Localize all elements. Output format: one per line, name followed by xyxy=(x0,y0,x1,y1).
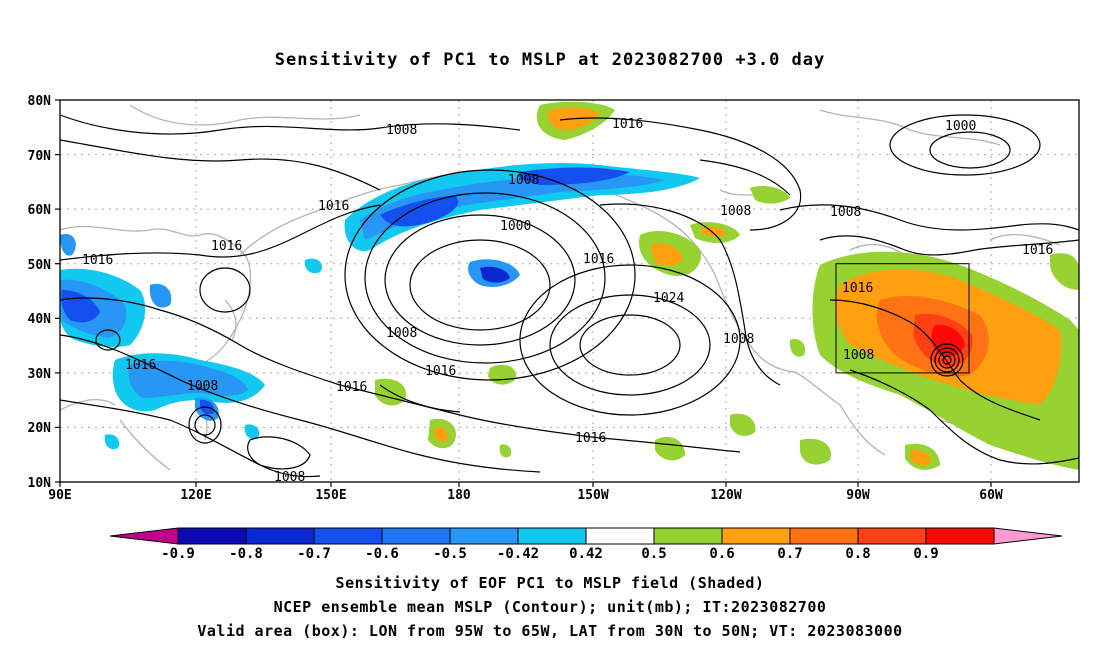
valid-area-box xyxy=(835,263,970,374)
colorbar-segment xyxy=(313,527,383,545)
contour-label: 1008 xyxy=(830,205,861,220)
contour-label: 1016 xyxy=(583,252,614,267)
colorbar-segment xyxy=(857,527,927,545)
colorbar-label: -0.7 xyxy=(297,546,331,562)
contour-label: 1008 xyxy=(720,204,751,219)
longitude-labels: 90E 120E 150E 180 150W 120W 90W 60W xyxy=(48,488,1003,503)
lat-label: 40N xyxy=(28,312,52,327)
lat-label: 20N xyxy=(28,421,52,436)
lon-label: 90W xyxy=(846,488,870,503)
colorbar-segment xyxy=(245,527,315,545)
caption-line-2: NCEP ensemble mean MSLP (Contour); unit(… xyxy=(273,598,827,616)
colorbar-label: 0.42 xyxy=(569,546,603,562)
colorbar-label: 0.8 xyxy=(845,546,870,562)
contour-label: 1008 xyxy=(274,470,305,485)
contour-label: 1016 xyxy=(82,253,113,268)
colorbar-label: 0.6 xyxy=(709,546,734,562)
colorbar-label: 0.7 xyxy=(777,546,802,562)
colorbar-label: -0.5 xyxy=(433,546,467,562)
lon-label: 120W xyxy=(710,488,741,503)
colorbar-segment xyxy=(449,527,519,545)
lon-label: 90E xyxy=(48,488,71,503)
map-area: 1008 1016 1016 1000 1016 1008 1016 1016 … xyxy=(28,94,1080,503)
colorbar-segment xyxy=(925,527,995,545)
contour-label-group: 1008 1016 1016 1000 1016 1008 1016 1016 … xyxy=(82,117,1053,485)
colorbar-label: -0.9 xyxy=(161,546,195,562)
contour-label: 1016 xyxy=(1022,243,1053,258)
contour-label: 1016 xyxy=(425,364,456,379)
axis-ticks xyxy=(55,99,992,487)
lon-label: 150E xyxy=(315,488,346,503)
contour-label: 1008 xyxy=(187,379,218,394)
contour-label: 1016 xyxy=(842,281,873,296)
negative-shading xyxy=(60,163,700,450)
contour-label: 1016 xyxy=(211,239,242,254)
contour-label: 1008 xyxy=(843,348,874,363)
lat-label: 60N xyxy=(28,203,52,218)
latitude-labels: 80N 70N 60N 50N 40N 30N 20N 10N xyxy=(28,94,52,491)
colorbar-right-triangle xyxy=(993,527,1063,545)
contour-label: 1016 xyxy=(318,199,349,214)
lat-label: 80N xyxy=(28,94,52,109)
colorbar-left-triangle xyxy=(109,527,179,545)
map-title: Sensitivity of PC1 to MSLP at 2023082700… xyxy=(274,50,826,70)
colorbar: -0.9 -0.8 -0.7 -0.6 -0.5 -0.42 0.42 0.5 … xyxy=(109,527,1063,562)
contour-label: 1016 xyxy=(612,117,643,132)
contour-label: 1008 xyxy=(723,332,754,347)
lon-label: 150W xyxy=(577,488,608,503)
lon-label: 60W xyxy=(979,488,1003,503)
colorbar-segment xyxy=(789,527,859,545)
colorbar-segment xyxy=(721,527,791,545)
contour-label: 1008 xyxy=(386,326,417,341)
colorbar-segment xyxy=(653,527,723,545)
colorbar-label: -0.8 xyxy=(229,546,263,562)
colorbar-label: 0.9 xyxy=(913,546,938,562)
colorbar-label: 0.5 xyxy=(641,546,666,562)
colorbar-segment xyxy=(585,527,655,545)
mslp-contours xyxy=(59,114,1080,478)
colorbar-label: -0.6 xyxy=(365,546,399,562)
contour-label: 1016 xyxy=(125,358,156,373)
colorbar-segment xyxy=(517,527,587,545)
contour-label: 1016 xyxy=(336,380,367,395)
colorbar-label: -0.42 xyxy=(497,546,539,562)
contour-label: 1024 xyxy=(653,291,684,306)
contour-label: 1000 xyxy=(500,219,531,234)
caption-line-1: Sensitivity of EOF PC1 to MSLP field (Sh… xyxy=(335,574,765,592)
positive-shading xyxy=(375,101,1079,470)
lon-label: 120E xyxy=(180,488,211,503)
contour-label: 1016 xyxy=(575,431,606,446)
lat-label: 30N xyxy=(28,367,52,382)
colorbar-segment xyxy=(177,527,247,545)
lat-label: 50N xyxy=(28,258,52,273)
colorbar-labels: -0.9 -0.8 -0.7 -0.6 -0.5 -0.42 0.42 0.5 … xyxy=(161,546,939,562)
colorbar-segment xyxy=(381,527,451,545)
colorbar-segments xyxy=(109,527,1063,545)
contour-label: 1000 xyxy=(945,119,976,134)
map-frame xyxy=(59,99,1080,483)
lat-label: 10N xyxy=(28,476,52,491)
lon-label: 180 xyxy=(447,488,471,503)
caption-line-3: Valid area (box): LON from 95W to 65W, L… xyxy=(197,622,903,640)
lat-label: 70N xyxy=(28,149,52,164)
contour-label: 1008 xyxy=(508,173,539,188)
contour-label: 1008 xyxy=(386,123,417,138)
